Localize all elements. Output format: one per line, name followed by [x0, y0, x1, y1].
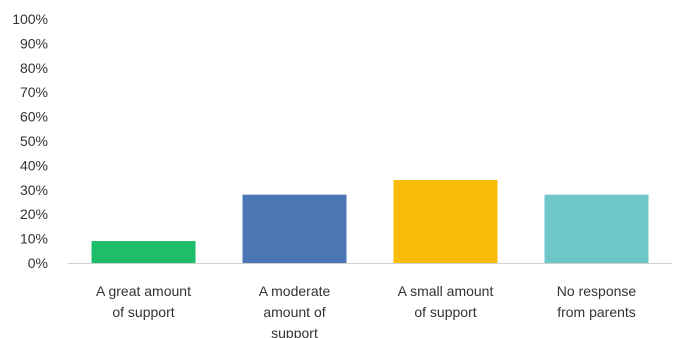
category-labels: A great amount of support A moderate amount…	[96, 283, 636, 338]
category-label-line: support	[271, 325, 318, 338]
bar-3	[393, 180, 498, 263]
bar-4	[544, 194, 649, 263]
y-axis: 0% 10% 20% 30% 40% 50% 60% 70% 80% 90% 100%	[12, 11, 48, 271]
category-label-line: of support	[414, 304, 476, 320]
y-tick-label: 10%	[20, 231, 48, 247]
y-tick-label: 50%	[20, 133, 48, 149]
category-label-line: No response	[557, 283, 637, 299]
y-tick-label: 70%	[20, 84, 48, 100]
y-tick-label: 60%	[20, 109, 48, 125]
category-label-line: amount of	[263, 304, 325, 320]
bar-1	[91, 241, 196, 263]
category-label-line: A moderate	[259, 283, 331, 299]
y-tick-label: 40%	[20, 157, 48, 173]
category-label: A moderate amount of support	[259, 283, 331, 338]
category-label: A great amount of support	[96, 283, 191, 320]
category-label-line: of support	[112, 304, 174, 320]
category-label: A small amount of support	[398, 283, 494, 320]
y-tick-label: 20%	[20, 206, 48, 222]
y-tick-label: 0%	[28, 255, 48, 271]
category-label: No response from parents	[557, 283, 637, 320]
y-tick-label: 80%	[20, 60, 48, 76]
category-label-line: A small amount	[398, 283, 494, 299]
y-tick-label: 30%	[20, 182, 48, 198]
category-label-line: from parents	[557, 304, 636, 320]
y-tick-label: 90%	[20, 35, 48, 51]
category-label-line: A great amount	[96, 283, 191, 299]
bar-2	[242, 194, 347, 263]
bars	[91, 180, 649, 263]
y-tick-label: 100%	[12, 11, 48, 27]
